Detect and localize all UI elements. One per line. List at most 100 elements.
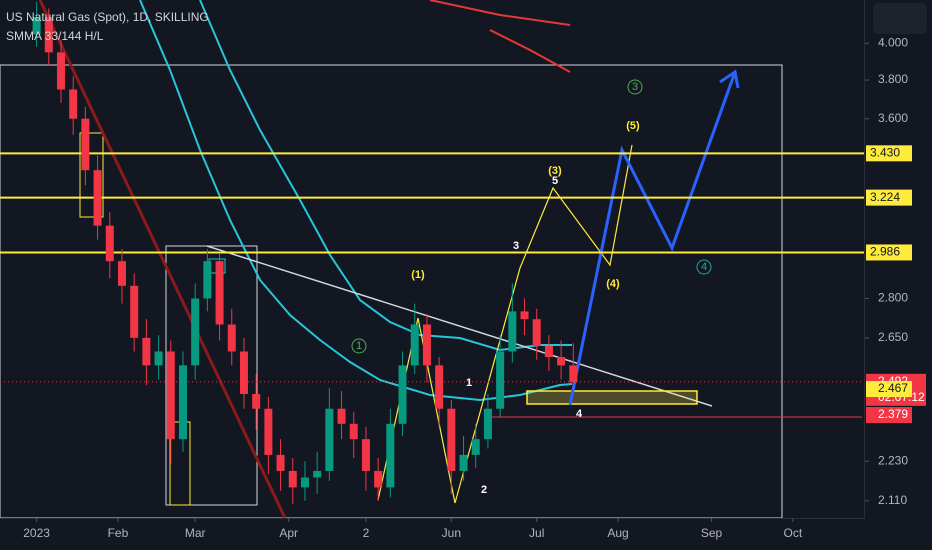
indicator-label: SMMA 33/144 H/L — [6, 29, 104, 43]
annotations: (1) (3)5 (5) 3 1 2 4 (4) 1 3 4 — [351, 79, 712, 496]
wave-label: 4 — [576, 408, 583, 420]
y-tick-label: 2.800 — [878, 291, 908, 305]
candle-body — [276, 454, 285, 471]
candle-body — [374, 470, 383, 488]
candle-body — [435, 365, 444, 409]
wave-label: 5 — [552, 175, 558, 187]
wave-label: 3 — [513, 240, 519, 252]
wave-path — [377, 144, 633, 504]
candle-body — [447, 408, 456, 471]
y-tick-label: 2.650 — [878, 330, 908, 344]
candle-body — [288, 470, 297, 488]
candles — [32, 1, 578, 505]
candle-body — [422, 324, 431, 366]
wave-label: 2 — [481, 484, 487, 496]
price-tag — [866, 407, 912, 424]
price-tag — [866, 381, 912, 398]
smma-line — [429, 0, 571, 26]
x-tick-label: Sep — [701, 526, 723, 540]
range-box — [165, 245, 258, 506]
candle-body — [459, 454, 468, 471]
candle-body — [337, 408, 346, 424]
candle-body — [93, 170, 102, 226]
candle-body — [532, 319, 541, 347]
axes: 4.000 3.800 3.600 2.800 2.650 2.230 2.110 2023 F… — [23, 36, 926, 540]
candle-body — [215, 261, 224, 325]
wave-label: (4) — [606, 278, 620, 290]
price-tag — [866, 145, 912, 162]
candle-body — [410, 324, 419, 366]
candle-body — [32, 17, 41, 35]
candle-body — [361, 439, 370, 471]
price-tag-label: 3.224 — [870, 190, 900, 204]
arrow-head — [719, 69, 740, 89]
price-tag-label: 2.379 — [878, 407, 908, 421]
levels — [0, 152, 865, 383]
candle-body — [117, 261, 126, 286]
candle-body — [154, 351, 163, 366]
candle-body — [300, 477, 309, 488]
wave-label: 1 — [356, 340, 362, 352]
candle-body — [227, 324, 236, 352]
x-tick-label: 2023 — [23, 526, 50, 540]
y-tick-label: 3.800 — [878, 72, 908, 86]
smma-line — [489, 29, 571, 73]
trend-line — [38, 0, 287, 519]
candle-body — [130, 285, 139, 338]
y-tick-label: 3.600 — [878, 111, 908, 125]
x-tick-label: Feb — [108, 526, 129, 540]
trend-line — [206, 245, 713, 407]
wave-label: (3) — [548, 165, 562, 177]
wave-label: 4 — [701, 261, 707, 273]
price-tag — [866, 189, 912, 206]
price-axis — [865, 0, 932, 550]
candle-body — [56, 52, 65, 90]
projection-path — [568, 71, 737, 406]
candle-body — [166, 351, 175, 440]
x-tick-label: 2 — [363, 526, 370, 540]
wave-circle — [696, 259, 712, 275]
candle-body — [81, 118, 90, 171]
candle-body — [69, 89, 78, 119]
drawings — [0, 0, 862, 519]
x-tick-label: Jul — [529, 526, 544, 540]
x-tick-label: Apr — [279, 526, 298, 540]
y-tick-label: 4.000 — [878, 36, 908, 50]
candle-body — [483, 408, 492, 440]
price-tag — [866, 244, 912, 261]
wave-circle — [351, 338, 367, 354]
candle-body — [471, 439, 480, 455]
x-tick-label: Oct — [784, 526, 803, 540]
candle-body — [313, 470, 322, 478]
wave-label: 3 — [632, 81, 638, 93]
candle-body — [520, 311, 529, 320]
candle-body — [569, 365, 578, 383]
axis-button[interactable] — [873, 3, 927, 34]
wave-label: 1 — [466, 377, 472, 389]
wave-label: (5) — [626, 120, 640, 132]
candle-body — [349, 423, 358, 440]
wave-label: (1) — [411, 269, 425, 281]
candle-body — [142, 337, 151, 366]
smma-line — [139, 0, 573, 402]
wave-circle — [627, 79, 643, 95]
y-tick-label: 2.230 — [878, 453, 908, 467]
y-tick-label: 2.110 — [878, 493, 907, 507]
x-tick-label: Mar — [185, 526, 206, 540]
candle-body — [191, 298, 200, 366]
price-tag-label: 3.430 — [870, 145, 900, 159]
smma-line — [199, 0, 572, 352]
chart-title: US Natural Gas (Spot), 1D, SKILLING — [6, 10, 209, 24]
candle-body — [105, 225, 114, 262]
price-tag-label: 2.467 — [878, 381, 908, 395]
candle-body — [557, 357, 566, 366]
candle-body — [508, 311, 517, 352]
candle-body — [252, 393, 261, 409]
price-tag-label: 2.986 — [870, 245, 900, 259]
candle-body — [325, 408, 334, 471]
support-zone — [526, 390, 698, 405]
x-tick-label: Aug — [607, 526, 628, 540]
candle-body — [203, 261, 212, 299]
